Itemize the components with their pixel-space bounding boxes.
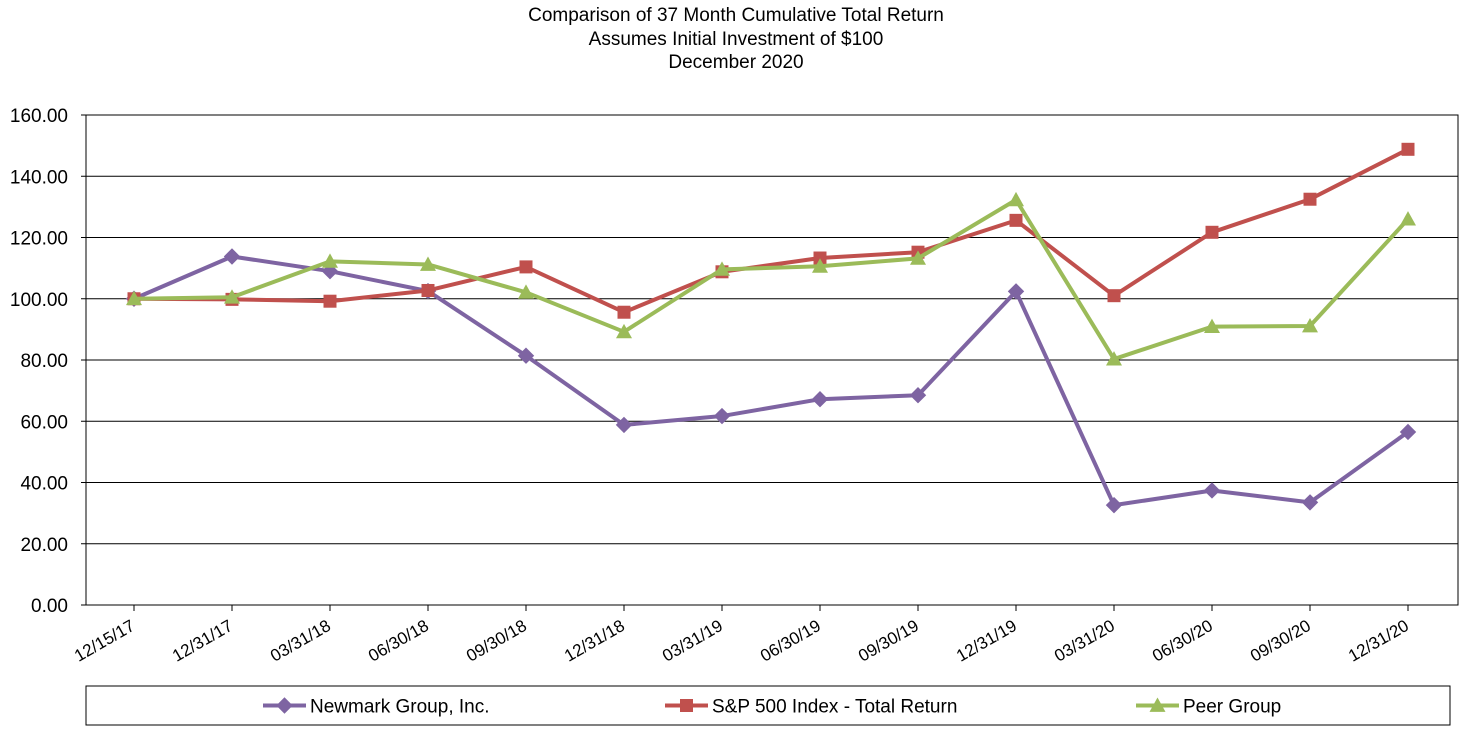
series-lines (125, 142, 1417, 514)
legend-box (85, 685, 1451, 726)
data-point (713, 407, 731, 425)
data-point (1205, 225, 1219, 239)
data-point (1301, 494, 1319, 511)
legend-swatch-marker (1149, 697, 1166, 712)
data-point (223, 248, 241, 265)
y-tick-label: 0.00 (31, 596, 68, 617)
data-point (1009, 213, 1023, 227)
y-tick-label: 80.00 (20, 351, 68, 372)
series-line (133, 197, 1410, 362)
data-point (322, 253, 338, 268)
data-point (714, 261, 730, 276)
legend-entry: S&P 500 Index - Total Return (665, 697, 957, 718)
x-tick-label: 09/30/18 (463, 616, 530, 666)
y-tick-label: 120.00 (10, 229, 68, 250)
data-point (617, 305, 631, 319)
y-tick-label: 100.00 (10, 290, 68, 311)
data-point (615, 416, 633, 434)
x-tick-label: 03/31/19 (659, 616, 726, 666)
x-tick-label: 09/30/20 (1247, 616, 1314, 666)
data-point (1400, 211, 1416, 226)
axes: 0.00 20.00 40.00 60.00 80.00 100.00 120.00 140.… (10, 106, 1412, 666)
data-point (1007, 283, 1025, 300)
data-point (1105, 496, 1123, 514)
x-tick-label: 03/31/18 (267, 616, 334, 666)
x-tick-label: 12/31/17 (169, 616, 236, 666)
data-point (1106, 351, 1122, 366)
data-point (1303, 192, 1317, 206)
data-point (1399, 423, 1417, 441)
series-line (133, 254, 1410, 508)
series-line (133, 147, 1409, 315)
x-tick-label: 12/31/18 (561, 616, 628, 666)
chart-title-line-2: Assumes Initial Investment of $100 (589, 29, 884, 50)
legend-entry: Peer Group (1136, 697, 1281, 718)
x-tick-label: 03/31/20 (1051, 616, 1118, 666)
data-point (813, 251, 827, 265)
x-tick-label: 06/30/18 (365, 616, 432, 666)
chart-title-line-3: December 2020 (668, 52, 803, 73)
data-point (812, 258, 828, 273)
data-point (909, 387, 927, 404)
y-tick-label: 140.00 (10, 167, 68, 188)
data-point (811, 390, 829, 408)
y-tick-label: 160.00 (10, 106, 68, 127)
legend-label: S&P 500 Index - Total Return (712, 697, 957, 718)
y-tick-label: 60.00 (20, 412, 68, 433)
data-point (616, 323, 632, 339)
data-point (518, 284, 534, 299)
series-1 (127, 142, 1415, 319)
x-tick-label: 06/30/19 (757, 616, 824, 666)
data-point (519, 260, 533, 274)
data-point (1203, 482, 1221, 499)
legend: Newmark Group, Inc. S&P 500 Index - Total… (85, 685, 1451, 726)
y-tick-label: 20.00 (20, 535, 68, 556)
series-2 (126, 191, 1416, 366)
data-point (1107, 289, 1121, 303)
chart-title-line-1: Comparison of 37 Month Cumulative Total … (528, 5, 944, 26)
x-tick-label: 09/30/19 (855, 616, 922, 666)
y-tick-label: 40.00 (20, 474, 68, 495)
series-0 (125, 248, 1417, 514)
legend-entry: Newmark Group, Inc. (263, 697, 490, 718)
legend-label: Peer Group (1183, 697, 1281, 718)
x-tick-label: 06/30/20 (1149, 616, 1216, 666)
legend-swatch-marker (276, 697, 293, 714)
data-point (420, 256, 436, 271)
data-point (1401, 142, 1415, 156)
data-point (1302, 318, 1318, 333)
legend-swatch-marker (680, 699, 693, 712)
data-point (1204, 318, 1220, 334)
x-tick-label: 12/31/20 (1345, 616, 1412, 666)
data-point (421, 283, 435, 297)
data-point (910, 250, 926, 265)
legend-label: Newmark Group, Inc. (310, 697, 490, 718)
data-point (323, 294, 337, 308)
data-point (126, 290, 142, 306)
data-point (517, 347, 535, 364)
data-point (224, 289, 240, 304)
x-tick-label: 12/15/17 (71, 616, 138, 666)
data-point (1008, 191, 1024, 207)
chart-title: Comparison of 37 Month Cumulative Total … (528, 5, 944, 73)
gridlines (85, 114, 1459, 606)
x-tick-label: 12/31/19 (953, 616, 1020, 666)
